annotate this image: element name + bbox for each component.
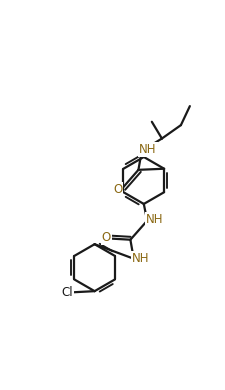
Text: O: O <box>113 183 122 195</box>
Text: NH: NH <box>146 213 163 226</box>
Text: NH: NH <box>139 143 157 156</box>
Text: O: O <box>102 231 111 245</box>
Text: NH: NH <box>132 252 150 265</box>
Text: Cl: Cl <box>61 286 73 299</box>
